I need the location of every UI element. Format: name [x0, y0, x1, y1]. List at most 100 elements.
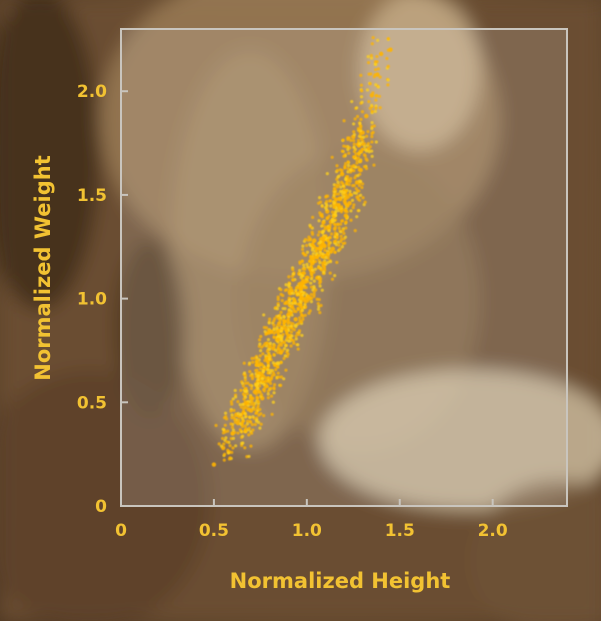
data-point-density — [306, 294, 310, 298]
data-point-density — [355, 195, 359, 199]
data-point-density — [371, 36, 375, 40]
data-point-density — [243, 428, 247, 432]
data-point-density — [246, 408, 250, 412]
data-point-density — [303, 237, 308, 242]
data-point-density — [292, 297, 297, 301]
data-point-density — [370, 126, 374, 131]
data-point-density — [289, 344, 293, 348]
data-point-density — [371, 91, 375, 95]
data-point-density — [279, 351, 283, 355]
data-point-density — [307, 259, 312, 263]
data-point-density — [274, 348, 278, 352]
data-point-density — [266, 364, 270, 368]
data-point-density — [272, 323, 276, 327]
data-point-density — [341, 228, 345, 233]
data-point-density — [243, 378, 247, 382]
data-point-density — [352, 149, 357, 154]
data-point-density — [276, 304, 280, 308]
data-point-density — [231, 432, 235, 436]
data-point-density — [330, 155, 334, 159]
data-point-density — [316, 246, 320, 250]
data-point-density — [335, 164, 339, 168]
data-point-density — [337, 202, 341, 207]
data-point-density — [309, 271, 313, 275]
data-point-density — [347, 151, 351, 155]
data-point-density — [352, 130, 356, 134]
data-point-density — [272, 319, 276, 323]
data-point-density — [258, 354, 262, 358]
data-point-density — [232, 408, 236, 413]
data-point-density — [292, 309, 296, 314]
data-point-density — [317, 219, 321, 223]
data-point-density — [280, 298, 284, 303]
data-point-density — [317, 196, 322, 200]
data-point-density — [275, 307, 279, 311]
data-point-density — [268, 381, 273, 386]
data-point-density — [288, 312, 292, 317]
data-point-density — [360, 182, 365, 186]
data-point-density — [251, 402, 255, 406]
data-point-density — [303, 313, 307, 317]
data-point-density — [320, 214, 324, 218]
data-point-density — [291, 272, 295, 276]
data-point-density — [343, 208, 347, 212]
data-point-density — [225, 440, 229, 444]
data-point-density — [378, 75, 382, 79]
data-point-density — [226, 451, 231, 455]
data-point-density — [361, 196, 365, 200]
data-point-density — [279, 292, 283, 296]
data-point-density — [357, 208, 361, 213]
data-point-density — [287, 339, 291, 343]
data-point-density — [243, 411, 247, 416]
data-point-density — [386, 83, 390, 87]
data-point-density — [347, 136, 351, 140]
data-point-density — [233, 418, 237, 422]
data-point-density — [251, 415, 255, 419]
data-point-density — [374, 106, 378, 110]
data-point-density — [285, 336, 289, 341]
data-point-density — [332, 201, 336, 205]
data-point-density — [247, 454, 251, 459]
data-point-density — [303, 286, 307, 290]
data-point-density — [284, 283, 288, 287]
data-point-density — [343, 235, 348, 239]
data-point-density — [306, 275, 310, 280]
data-point-density — [238, 413, 242, 417]
data-point-density — [294, 334, 298, 338]
data-point-density — [228, 444, 232, 448]
data-point-density — [287, 308, 291, 312]
data-point-density — [325, 199, 329, 204]
data-point-density — [298, 300, 303, 304]
data-point-density — [239, 405, 244, 409]
data-point-density — [279, 375, 284, 379]
data-point-density — [245, 419, 250, 423]
data-point-density — [369, 56, 374, 60]
x-tick-label: 0.5 — [199, 521, 229, 541]
data-point-density — [246, 381, 250, 385]
data-point-density — [342, 144, 346, 148]
data-point-density — [281, 318, 286, 322]
data-point-density — [337, 206, 341, 210]
data-point-density — [317, 241, 322, 245]
data-point-density — [326, 226, 330, 230]
data-point-density — [312, 279, 316, 283]
data-point-density — [352, 145, 356, 149]
data-point-density — [343, 165, 347, 169]
data-point-density — [356, 156, 361, 160]
data-point-density — [374, 140, 378, 144]
data-point-density — [266, 328, 271, 332]
data-point-density — [266, 392, 270, 396]
data-point-density — [344, 161, 348, 166]
data-point-density — [276, 346, 280, 350]
data-point-density — [236, 400, 240, 404]
data-point-density — [265, 349, 270, 353]
data-point-density — [333, 250, 337, 254]
data-point-density — [373, 72, 377, 77]
data-point-density — [359, 73, 363, 77]
data-point-density — [272, 327, 276, 332]
data-point-density — [286, 317, 290, 321]
data-point-density — [330, 218, 334, 222]
data-point-density — [310, 257, 314, 261]
data-point-density — [307, 311, 311, 315]
